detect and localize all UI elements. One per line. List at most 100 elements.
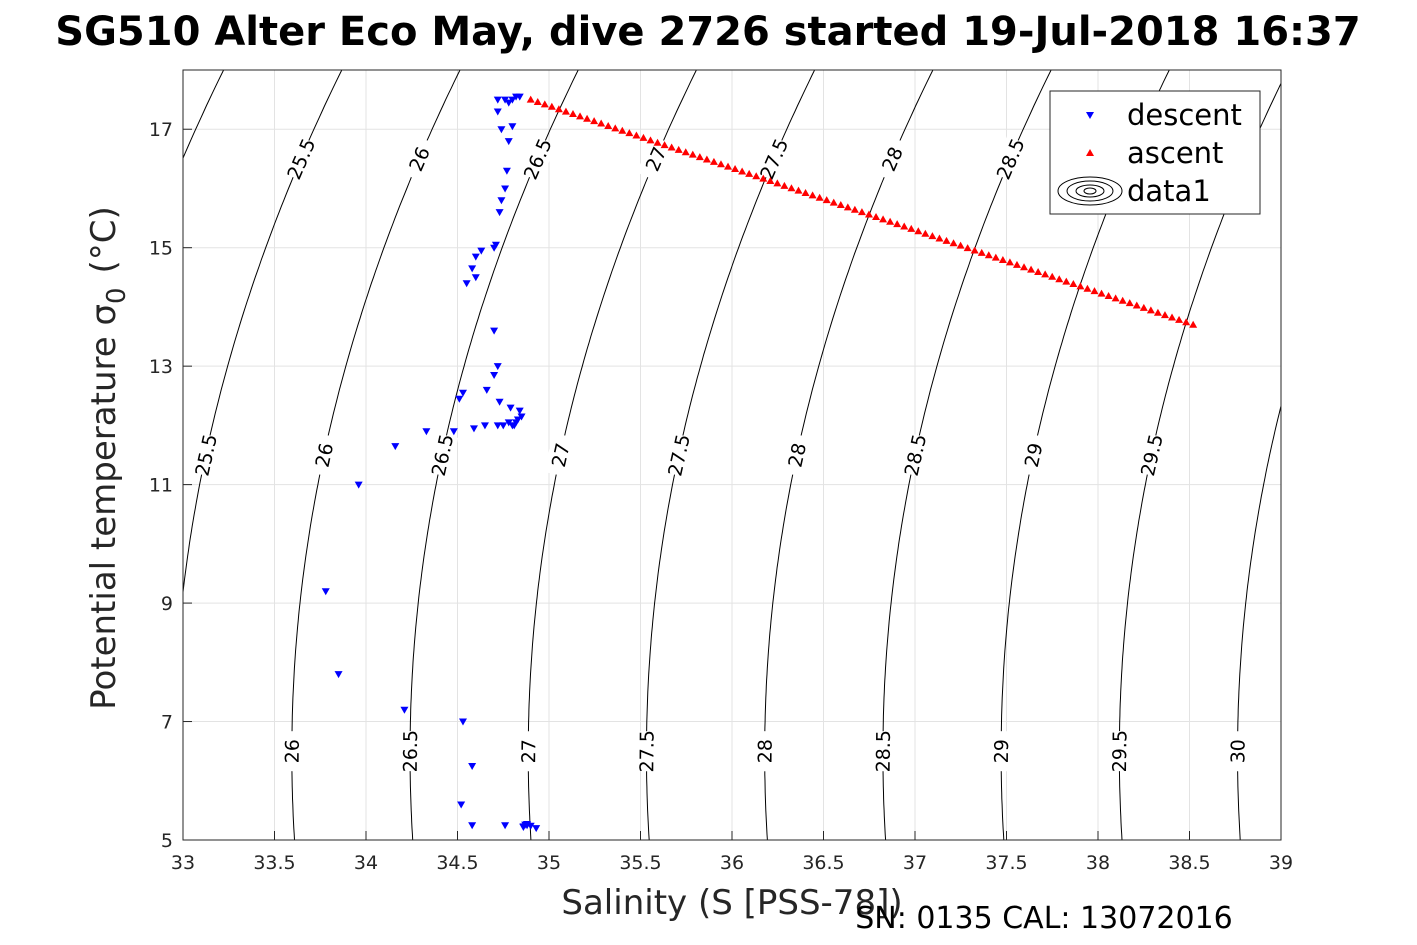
legend-entry: ascent <box>1127 136 1223 170</box>
descent-point <box>490 244 499 252</box>
y-tick-label: 9 <box>161 593 173 615</box>
ascent-point <box>540 100 549 108</box>
descent-point <box>532 825 541 833</box>
ascent-point <box>646 136 655 144</box>
descent-point <box>477 247 486 255</box>
ascent-point <box>893 220 902 228</box>
descent-point <box>490 372 499 380</box>
ascent-point <box>935 234 944 242</box>
contour-label: 27 <box>518 739 540 763</box>
ascent-point <box>625 129 634 137</box>
descent-point <box>501 96 510 104</box>
descent-point <box>497 197 506 205</box>
ascent-point <box>597 119 606 127</box>
descent-point <box>504 99 513 107</box>
ascent-point <box>1076 282 1085 290</box>
descent-point <box>457 801 466 809</box>
ascent-point <box>611 124 620 132</box>
ascent-point <box>857 208 866 216</box>
contour-label-backdrop <box>662 432 695 478</box>
descent-point <box>468 762 477 770</box>
y-axis-label: Potential temperature σ0 (°C) <box>84 206 132 710</box>
descent-point <box>501 185 510 193</box>
ascent-point <box>576 112 585 120</box>
ascent-point <box>900 222 909 230</box>
x-tick-label: 35 <box>537 852 561 874</box>
ascent-point <box>843 203 852 211</box>
contour-label: 28 <box>755 739 777 763</box>
serial-calibration-note: SN: 0135 CAL: 13072016 <box>855 901 1233 936</box>
ascent-point <box>780 181 789 189</box>
ascent-point <box>984 251 993 259</box>
x-tick-label: 33 <box>171 852 195 874</box>
contour-label-backdrop <box>518 135 557 182</box>
chart-title: SG510 Alter Eco May, dive 2726 started 1… <box>55 9 1360 55</box>
ascent-point <box>794 186 803 194</box>
contour-label-backdrop <box>279 731 304 772</box>
descent-point <box>490 327 499 335</box>
ascent-point <box>1153 308 1162 316</box>
ascent-point <box>1012 260 1021 268</box>
descent-point <box>506 404 515 412</box>
ascent-point <box>850 205 859 213</box>
contour-label: 27.5 <box>636 730 658 773</box>
ascent-point <box>1020 263 1029 271</box>
ascent-point <box>1104 291 1113 299</box>
ascent-point <box>822 196 831 204</box>
ascent-point <box>1041 270 1050 278</box>
contour-label: 29 <box>1021 441 1048 469</box>
descent-point <box>458 389 467 397</box>
ascent-point <box>1034 268 1043 276</box>
descent-point <box>391 443 400 451</box>
legend-entry: descent <box>1127 98 1242 132</box>
ascent-point <box>921 229 930 237</box>
ascent-point <box>1175 315 1184 323</box>
ascent-point <box>1048 272 1057 280</box>
y-axis-label-unit: (°C) <box>84 206 124 273</box>
ascent-point <box>787 184 796 192</box>
x-tick-label: 34.5 <box>436 852 478 874</box>
contour-label-backdrop <box>426 432 459 478</box>
ascent-point <box>681 148 690 156</box>
ascent-point <box>554 105 563 113</box>
ascent-point <box>829 198 838 206</box>
contour-label-backdrop <box>1017 432 1050 478</box>
ascent-point <box>815 193 824 201</box>
contour-label-backdrop <box>189 432 222 478</box>
y-tick-label: 17 <box>149 119 173 141</box>
contour-label: 29.5 <box>1109 730 1131 773</box>
ascent-point <box>914 227 923 235</box>
ascent-point <box>836 200 845 208</box>
ascent-point <box>1069 279 1078 287</box>
ascent-point <box>766 177 775 185</box>
ascent-point <box>639 133 648 141</box>
ascent-point <box>1111 294 1120 302</box>
y-tick-label: 7 <box>161 712 173 734</box>
contour-label: 26 <box>282 739 304 763</box>
descent-point <box>493 108 502 116</box>
ascent-point <box>583 114 592 122</box>
ascent-point <box>942 236 951 244</box>
legend-contour-icon <box>1075 184 1105 198</box>
contour-label-backdrop <box>780 432 813 478</box>
legend: descent ascent data1 <box>1049 90 1261 215</box>
descent-point <box>493 422 502 430</box>
ascent-point <box>1160 311 1169 319</box>
descent-point <box>482 386 491 394</box>
descent-point <box>493 96 502 104</box>
contour-label-backdrop <box>1225 731 1250 772</box>
ascent-point <box>872 212 881 220</box>
ascent-point <box>568 109 577 117</box>
ascent-point <box>1062 277 1071 285</box>
descent-point <box>508 123 517 131</box>
ascent-point <box>1005 258 1014 266</box>
contour-label: 29 <box>991 739 1013 763</box>
y-tick-label: 15 <box>149 238 173 260</box>
contour-label-backdrop <box>1135 432 1168 478</box>
ascent-point <box>1168 313 1177 321</box>
contour-label: 30 <box>1227 739 1249 763</box>
descent-point <box>480 422 489 430</box>
ascent-point <box>660 141 669 149</box>
contour-label-backdrop <box>873 135 912 182</box>
descent-point <box>495 209 504 217</box>
